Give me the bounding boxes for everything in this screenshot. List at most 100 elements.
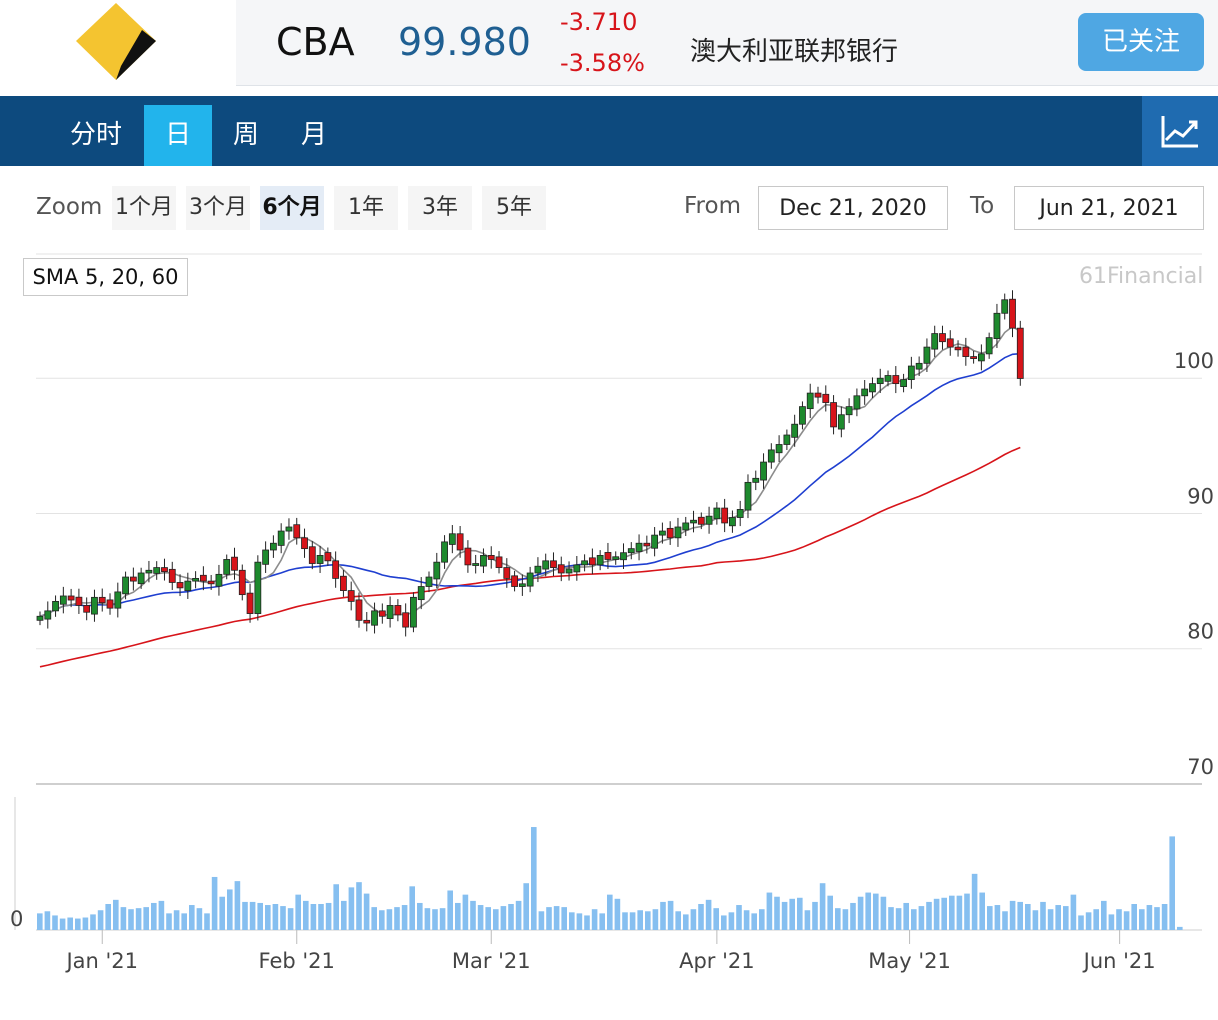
volume-bar — [569, 912, 575, 930]
zoom-1y-button[interactable]: 1年 — [334, 186, 398, 230]
volume-bar — [67, 917, 73, 930]
chart-type-toggle[interactable] — [1142, 96, 1218, 166]
volume-bar — [1154, 907, 1160, 930]
volume-bar — [75, 918, 81, 930]
volume-bar — [1101, 900, 1107, 930]
candle-body — [853, 395, 861, 410]
candle-body — [433, 561, 441, 580]
volume-bar — [439, 908, 446, 930]
volume-bar — [333, 884, 339, 930]
candle-body — [526, 572, 534, 587]
price-chart[interactable]: 70 80 90 100 0 Jan '21 Feb '21 Mar '21 Apr '21 Ma… — [0, 252, 1218, 992]
candle-body — [472, 563, 480, 566]
candle-body — [845, 406, 853, 416]
candle-body — [301, 537, 308, 550]
y-tick-label: 80 — [1187, 620, 1214, 644]
zoom-label: Zoom — [36, 194, 103, 220]
volume-bar — [667, 900, 674, 930]
zoom-5y-button[interactable]: 5年 — [482, 186, 546, 230]
to-date-input[interactable] — [1014, 186, 1204, 230]
volume-bar — [348, 887, 355, 930]
data-credit: 61Financial — [1079, 264, 1204, 289]
volume-bar — [166, 913, 172, 930]
tab-daily[interactable]: 日 — [144, 105, 212, 166]
volume-bar — [546, 907, 552, 930]
candle-body — [192, 577, 200, 582]
volume-bar — [637, 910, 643, 930]
candle-body — [332, 560, 340, 579]
volume-bar — [949, 895, 955, 930]
zoom-1m-button[interactable]: 1个月 — [112, 186, 176, 230]
candle-body — [355, 599, 363, 621]
volume-bar — [652, 909, 659, 930]
volume-bar — [713, 908, 719, 930]
tab-intraday[interactable]: 分时 — [69, 120, 122, 150]
candle-body — [822, 393, 830, 403]
volume-bar — [424, 908, 431, 930]
candle-body — [168, 568, 176, 583]
follow-button[interactable]: 已关注 — [1078, 13, 1204, 71]
candle-body — [262, 549, 270, 565]
candle-body — [550, 560, 557, 568]
candle-body — [137, 572, 145, 585]
zoom-3m-button[interactable]: 3个月 — [186, 186, 250, 230]
volume-bar — [211, 876, 218, 930]
ticker-symbol: CBA — [276, 20, 355, 64]
volume-bar — [812, 901, 818, 930]
volume-bar — [743, 910, 750, 930]
volume-bar — [1169, 836, 1175, 930]
volume-bar — [1139, 909, 1145, 930]
volume-bar — [964, 893, 970, 930]
tab-monthly[interactable]: 月 — [300, 120, 327, 150]
candle-body — [799, 406, 806, 425]
indicator-label[interactable]: SMA 5, 20, 60 — [23, 258, 188, 296]
volume-bar — [888, 907, 894, 930]
volume-bar — [52, 915, 58, 930]
tab-weekly[interactable]: 周 — [232, 120, 259, 150]
candle-body — [760, 461, 767, 481]
volume-bar — [379, 910, 385, 930]
candle-body — [161, 567, 168, 573]
zoom-6m-button[interactable]: 6个月 — [260, 186, 324, 230]
volume-bar — [607, 894, 613, 930]
candle-body — [985, 337, 993, 355]
candle-body — [223, 559, 231, 575]
candle-body — [869, 383, 876, 393]
volume-bar — [857, 896, 864, 930]
candle-body — [721, 507, 729, 524]
volume-bar — [151, 902, 157, 930]
candle-body — [612, 556, 620, 560]
candle-body — [565, 568, 573, 574]
volume-bar — [401, 905, 408, 930]
x-tick-label: Apr '21 — [679, 949, 755, 973]
volume-bar — [325, 902, 332, 930]
volume-bar — [721, 915, 727, 930]
volume-bar — [873, 893, 879, 930]
candle-body — [697, 516, 705, 525]
volume-bar — [1070, 894, 1077, 930]
candle-body — [884, 375, 892, 382]
volume-bar — [1123, 911, 1130, 930]
volume-bar — [455, 902, 461, 930]
volume-bar — [979, 892, 985, 930]
candle-body — [176, 582, 184, 589]
candle-body — [767, 449, 775, 463]
candle-body — [254, 561, 262, 614]
x-tick-label: Feb '21 — [259, 949, 335, 973]
volume-bar — [249, 901, 256, 930]
volume-bar — [189, 905, 195, 930]
candle-body — [970, 356, 977, 359]
candle-body — [1016, 327, 1024, 379]
volume-bar — [44, 911, 51, 930]
volume-bar — [272, 904, 279, 930]
volume-bar — [523, 883, 529, 930]
from-date-input[interactable] — [758, 186, 948, 230]
candle-body — [293, 524, 301, 539]
price-change-percent: -3.58% — [560, 49, 645, 77]
candle-body — [448, 533, 456, 545]
volume-bar — [941, 897, 947, 930]
candle-body — [324, 552, 332, 562]
line-chart-icon — [1161, 116, 1198, 148]
zoom-3y-button[interactable]: 3年 — [408, 186, 472, 230]
volume-bar — [911, 909, 917, 930]
